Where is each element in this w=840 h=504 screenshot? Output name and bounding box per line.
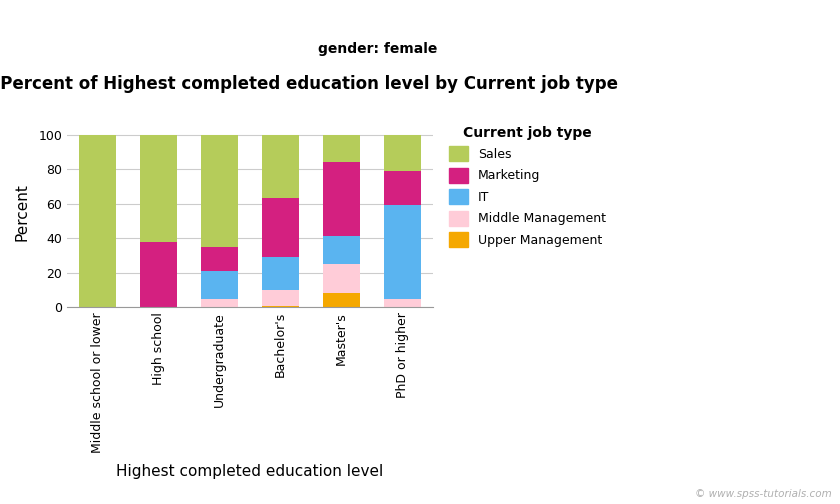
Bar <box>202 247 238 271</box>
Text: gender: female: gender: female <box>318 42 438 56</box>
Bar <box>262 135 299 199</box>
Bar <box>323 135 360 162</box>
Bar <box>262 199 299 257</box>
Bar <box>384 299 421 307</box>
Bar <box>202 135 238 247</box>
Text: © www.spss-tutorials.com: © www.spss-tutorials.com <box>695 489 832 499</box>
Bar <box>202 271 238 299</box>
Legend: Sales, Marketing, IT, Middle Management, Upper Management: Sales, Marketing, IT, Middle Management,… <box>443 120 612 254</box>
X-axis label: Highest completed education level: Highest completed education level <box>117 464 384 479</box>
Bar <box>140 135 177 241</box>
Bar <box>323 162 360 236</box>
Bar <box>323 236 360 264</box>
Bar <box>140 241 177 307</box>
Title: Stacked Bar Percent of Highest completed education level by Current job type: Stacked Bar Percent of Highest completed… <box>0 76 618 93</box>
Y-axis label: Percent: Percent <box>15 183 30 241</box>
Bar <box>323 264 360 293</box>
Bar <box>79 135 116 307</box>
Bar <box>384 135 421 171</box>
Bar <box>384 205 421 299</box>
Bar <box>262 257 299 290</box>
Bar <box>262 305 299 307</box>
Bar <box>262 290 299 305</box>
Bar <box>202 299 238 307</box>
Bar <box>384 171 421 205</box>
Bar <box>323 293 360 307</box>
